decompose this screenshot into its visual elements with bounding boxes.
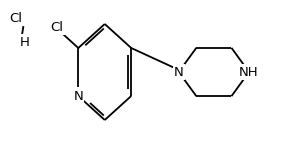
Text: N: N: [73, 90, 83, 102]
Text: Cl: Cl: [10, 12, 22, 24]
Text: H: H: [20, 36, 30, 48]
Text: NH: NH: [239, 66, 259, 78]
Text: Cl: Cl: [51, 21, 63, 33]
Text: N: N: [174, 66, 184, 78]
